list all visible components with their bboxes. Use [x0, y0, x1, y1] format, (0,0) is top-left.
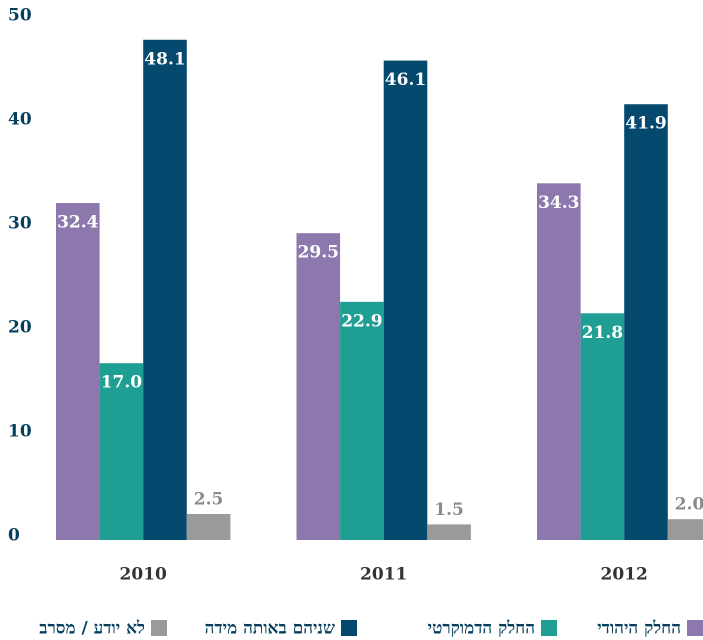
value-label: 34.3 — [538, 193, 579, 213]
legend-swatch — [341, 620, 357, 636]
y-tick-label: 20 — [8, 318, 32, 338]
x-tick-label: 2012 — [601, 565, 648, 585]
legend-label: שניהם באותה מידה — [205, 619, 335, 639]
legend-swatch — [687, 620, 703, 636]
legend-label: החלק הדמוקרטי — [428, 619, 535, 639]
y-tick-label: 40 — [8, 110, 32, 130]
bar — [99, 363, 144, 540]
legend-swatch — [151, 620, 167, 636]
legend-swatch — [541, 620, 557, 636]
bar — [667, 519, 703, 540]
value-label: 21.8 — [582, 323, 623, 343]
bar — [143, 39, 187, 540]
y-tick-label: 0 — [8, 526, 20, 546]
bar — [56, 203, 100, 541]
bar — [340, 301, 384, 540]
bar — [537, 183, 581, 540]
bar — [186, 514, 231, 540]
value-label: 17.0 — [101, 373, 143, 393]
bar — [296, 233, 341, 540]
value-label: 2.5 — [194, 490, 224, 510]
bar — [580, 313, 625, 540]
bar — [427, 524, 471, 540]
legend-label: לא יודע / מסרב — [39, 619, 145, 639]
value-label: 29.5 — [298, 243, 339, 263]
value-label: 1.5 — [434, 500, 464, 520]
bar — [624, 104, 668, 541]
y-tick-label: 50 — [8, 6, 32, 26]
x-tick-label: 2011 — [360, 565, 407, 585]
x-tick-label: 2010 — [120, 565, 167, 585]
y-tick-label: 10 — [8, 422, 32, 442]
value-label: 41.9 — [625, 114, 666, 134]
legend-label: החלק היהודי — [597, 619, 681, 639]
bar — [383, 60, 428, 541]
value-label: 2.0 — [675, 495, 703, 515]
value-label: 22.9 — [341, 311, 382, 331]
value-label: 32.4 — [57, 213, 99, 233]
value-label: 46.1 — [385, 70, 426, 90]
value-label: 48.1 — [144, 49, 185, 69]
y-tick-label: 30 — [8, 214, 32, 234]
